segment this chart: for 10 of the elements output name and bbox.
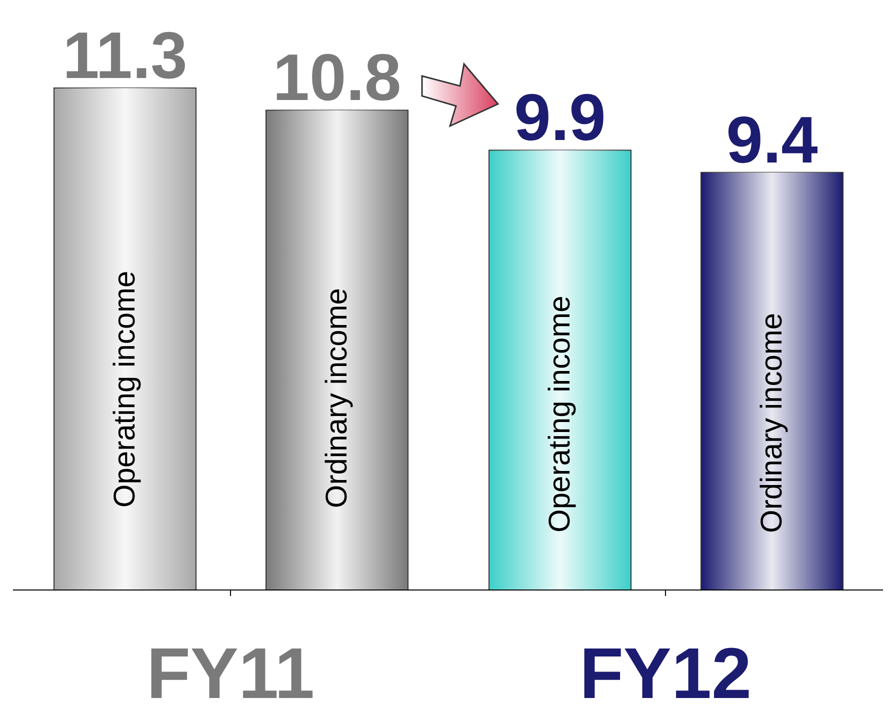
x-tick-label: FY11 <box>146 634 315 714</box>
data-label: 11.3 <box>62 18 188 92</box>
data-label: 9.4 <box>726 102 818 176</box>
series-label: Ordinary income <box>320 288 354 508</box>
data-label: 9.9 <box>514 80 606 154</box>
series-label: Operating income <box>108 270 142 508</box>
x-tick-label: FY12 <box>579 634 752 714</box>
data-label: 10.8 <box>272 40 402 114</box>
text: Ordinary income <box>756 312 788 533</box>
text: Operating income <box>544 296 576 532</box>
